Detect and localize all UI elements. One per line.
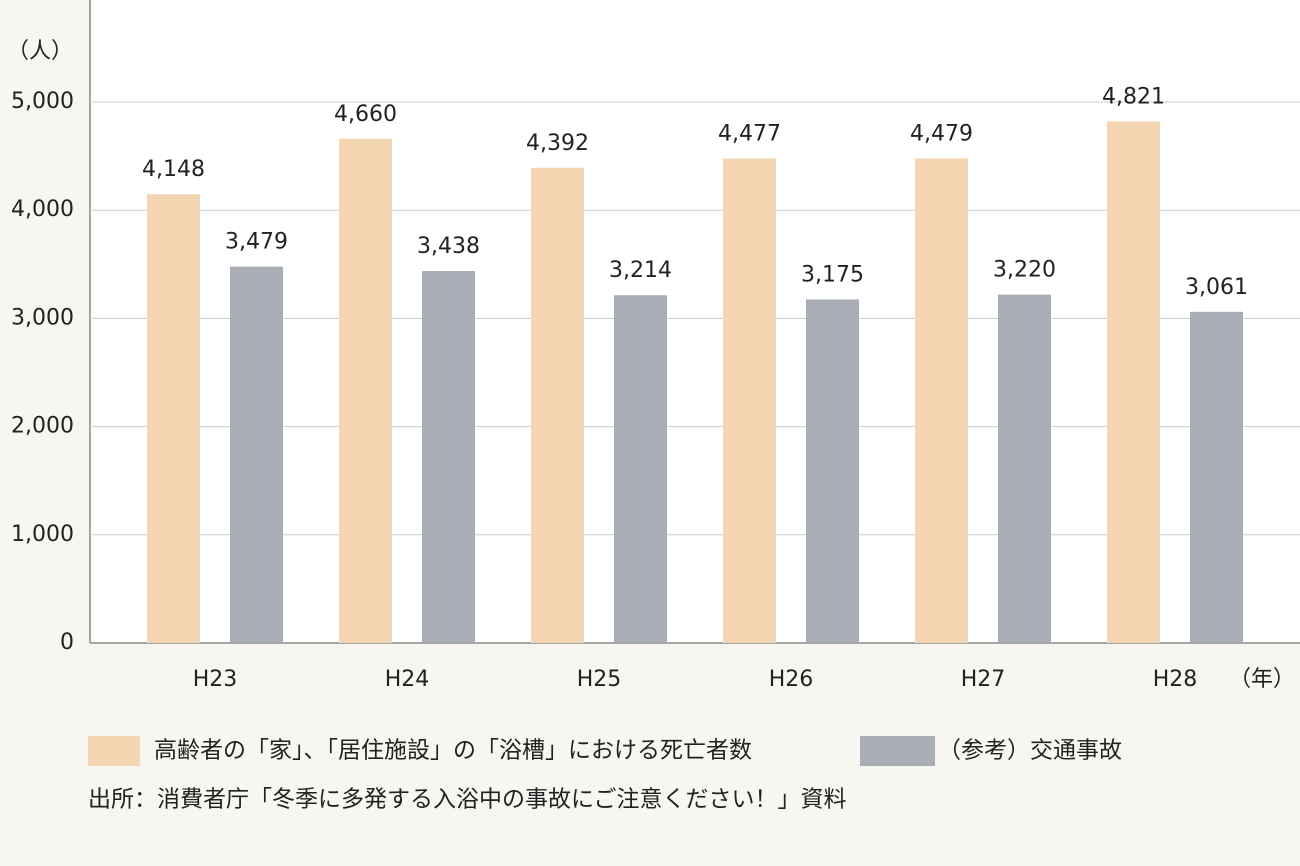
y-tick-label: 2,000 [11,414,74,439]
y-tick-label: 3,000 [11,305,74,330]
bar [614,295,667,643]
y-unit: （人） [7,39,73,64]
value-label: 4,479 [910,121,973,146]
value-label: 3,214 [609,258,672,283]
x-tick-label: H28 [1153,667,1198,692]
bar [915,158,968,643]
value-label: 4,477 [718,122,781,147]
bar [806,299,859,643]
legend-label: 高齢者の「家」、「居住施設」の「浴槽」における死亡者数 [154,738,752,764]
value-label: 3,438 [417,234,480,259]
bar [723,158,776,643]
y-tick-label: 1,000 [11,522,74,547]
x-tick-label: H23 [193,667,238,692]
value-label: 3,175 [801,262,864,287]
legend-swatch [88,736,140,766]
x-tick-label: H26 [769,667,814,692]
x-tick-label: H27 [961,667,1006,692]
value-label: 4,148 [142,157,205,182]
x-unit: （年） [1229,667,1295,692]
y-tick-label: 4,000 [11,197,74,222]
bar [531,167,584,644]
legend-swatch [860,736,935,766]
value-label: 3,479 [225,230,288,255]
bar [1107,121,1160,643]
value-label: 4,821 [1102,84,1165,109]
bar [147,194,200,643]
plot-area [90,0,1300,643]
bar [1190,311,1243,643]
value-label: 4,660 [334,102,397,127]
bar [422,271,475,643]
bar [998,294,1051,643]
legend-label: （参考）交通事故 [938,738,1122,764]
source: 出所：消費者庁「冬季に多発する入浴中の事故にご注意ください！」資料 [88,787,847,813]
bar [339,138,392,643]
value-label: 4,392 [526,131,589,156]
y-tick-label: 0 [60,630,74,655]
value-label: 3,220 [993,258,1056,283]
x-tick-label: H25 [577,667,622,692]
y-tick-label: 5,000 [11,89,74,114]
bar [230,266,283,643]
x-tick-label: H24 [385,667,430,692]
value-label: 3,061 [1185,275,1248,300]
